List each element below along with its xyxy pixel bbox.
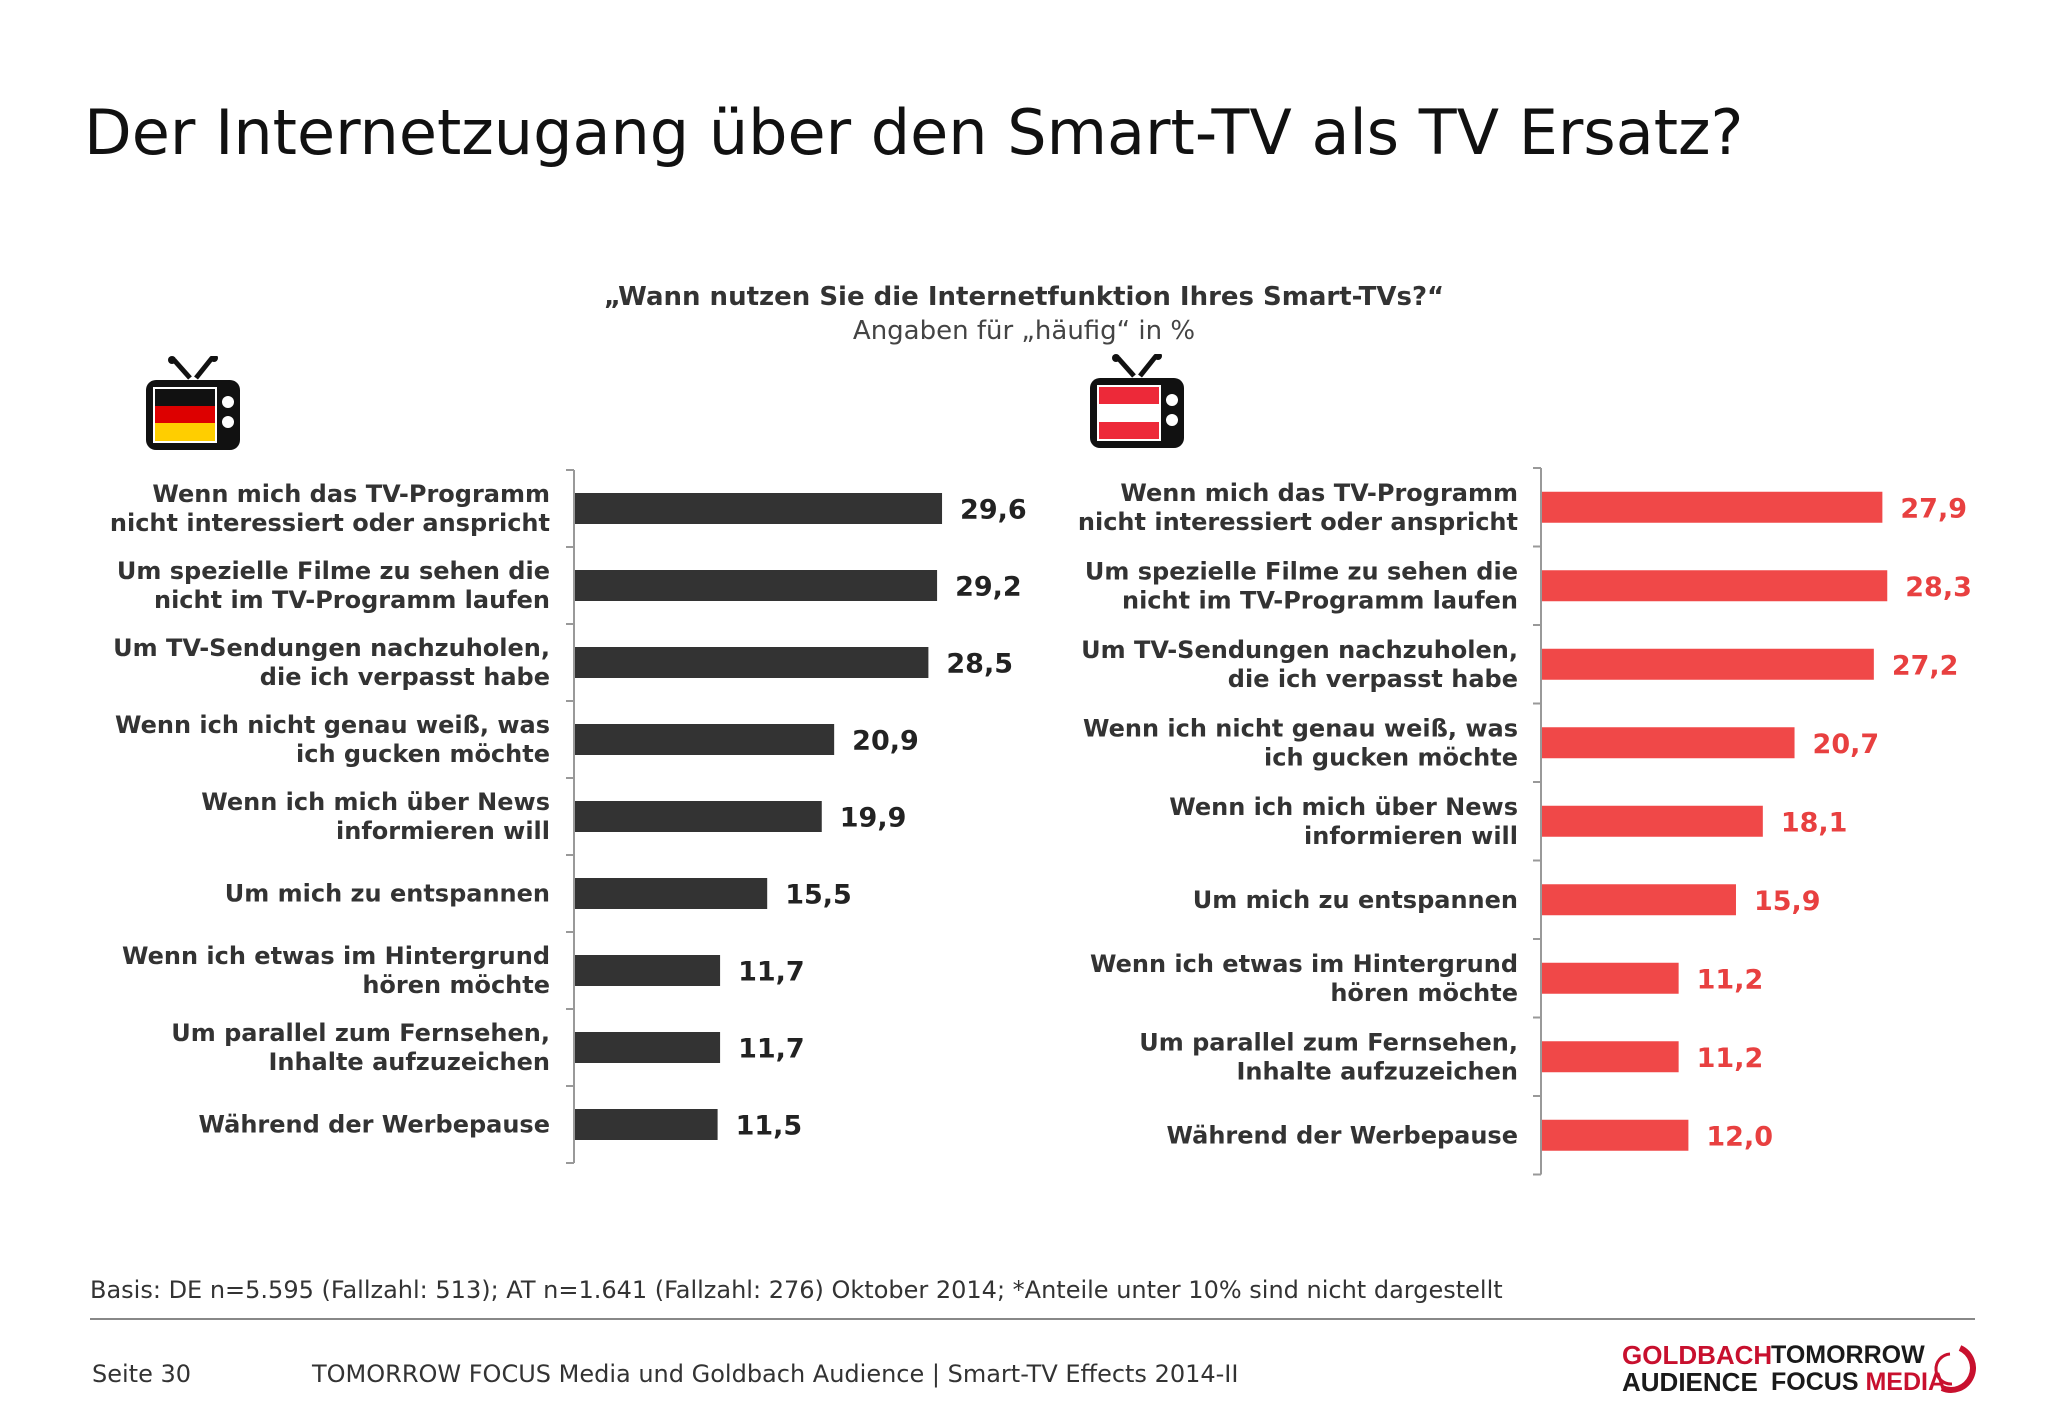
at-bar: [1542, 570, 1888, 602]
goldbach-audience-logo: GOLDBACH AUDIENCE: [1622, 1340, 1773, 1397]
de-category-label: Während der Werbepause: [199, 1111, 551, 1139]
de-category-label: Inhalte aufzuzeichen: [268, 1048, 550, 1076]
page-title: Der Internetzugang über den Smart-TV als…: [84, 96, 1744, 169]
at-category-label: Um parallel zum Fernsehen,: [1139, 1028, 1518, 1056]
at-category-label: Um TV-Sendungen nachzuholen,: [1081, 636, 1518, 664]
de-category-label: nicht im TV-Programm laufen: [154, 586, 550, 614]
footnote: Basis: DE n=5.595 (Fallzahl: 513); AT n=…: [90, 1276, 1503, 1304]
at-category-label: Wenn ich mich über News: [1169, 793, 1518, 821]
de-category-label: Wenn ich nicht genau weiß, was: [115, 711, 550, 739]
at-category-label: nicht im TV-Programm laufen: [1122, 586, 1518, 614]
at-value-label: 15,9: [1754, 886, 1821, 917]
de-category-label: hören möchte: [362, 971, 550, 999]
de-category-label: Um parallel zum Fernsehen,: [171, 1019, 550, 1047]
de-category-label: Um TV-Sendungen nachzuholen,: [113, 634, 550, 662]
at-value-label: 12,0: [1706, 1121, 1773, 1152]
tomorrow-focus-media-logo: TOMORROW FOCUS MEDIA: [1771, 1341, 1947, 1396]
at-category-label: informieren will: [1304, 822, 1518, 850]
at-bar: [1542, 491, 1883, 523]
at-category-label: Um spezielle Filme zu sehen die: [1085, 557, 1518, 585]
de-bar: [575, 570, 938, 601]
tomorrow-focus-ring-icon: [1934, 1345, 1976, 1393]
de-value-label: 20,9: [852, 726, 919, 757]
unit-note: Angaben für „häufig“ in %: [852, 316, 1196, 346]
de-bar: [575, 801, 822, 832]
de-bar: [575, 955, 721, 986]
at-category-label: ich gucken möchte: [1264, 743, 1518, 771]
tv-germany-flag-icon: [146, 356, 240, 450]
at-category-label: Inhalte aufzuzeichen: [1236, 1057, 1518, 1085]
de-value-label: 11,5: [736, 1111, 803, 1142]
at-bar: [1542, 648, 1874, 680]
at-category-label: Um mich zu entspannen: [1193, 886, 1518, 914]
de-category-label: nicht interessiert oder anspricht: [110, 509, 550, 537]
at-value-label: 28,3: [1905, 572, 1972, 603]
survey-question: „Wann nutzen Sie die Internetfunktion Ih…: [603, 282, 1445, 312]
de-category-label: Wenn ich mich über News: [201, 788, 550, 816]
at-value-label: 11,2: [1697, 964, 1764, 995]
at-category-label: Wenn ich etwas im Hintergrund: [1090, 950, 1518, 978]
de-bar: [575, 724, 835, 755]
de-bar: [575, 1109, 718, 1140]
at-bar: [1542, 805, 1763, 837]
at-bar: [1542, 962, 1679, 994]
at-bar: [1542, 1119, 1689, 1151]
at-category-label: nicht interessiert oder anspricht: [1078, 508, 1518, 536]
de-category-label: Um mich zu entspannen: [225, 880, 550, 908]
at-value-label: 20,7: [1813, 729, 1880, 760]
at-bar: [1542, 1041, 1679, 1073]
de-bar: [575, 878, 768, 909]
at-bar: [1542, 884, 1736, 916]
de-category-label: informieren will: [336, 817, 550, 845]
de-category-label: die ich verpasst habe: [260, 663, 550, 691]
de-category-label: Um spezielle Filme zu sehen die: [117, 557, 550, 585]
at-category-label: Während der Werbepause: [1167, 1121, 1519, 1149]
de-value-label: 28,5: [946, 649, 1013, 680]
de-value-label: 29,6: [960, 495, 1027, 526]
de-bar: [575, 647, 929, 678]
at-value-label: 18,1: [1781, 807, 1848, 838]
tv-austria-flag-icon: [1090, 354, 1184, 448]
footer-divider: [90, 1318, 1975, 1320]
footer-source: TOMORROW FOCUS Media und Goldbach Audien…: [312, 1360, 1239, 1388]
at-category-label: hören möchte: [1330, 979, 1518, 1007]
de-category-label: Wenn ich etwas im Hintergrund: [122, 942, 550, 970]
de-value-label: 15,5: [785, 880, 852, 911]
de-value-label: 29,2: [955, 572, 1022, 603]
at-category-label: Wenn mich das TV-Programm: [1120, 479, 1518, 507]
at-value-label: 27,9: [1900, 493, 1967, 524]
at-bar: [1542, 727, 1795, 759]
de-value-label: 11,7: [738, 957, 805, 988]
at-value-label: 11,2: [1697, 1043, 1764, 1074]
page-number: Seite 30: [92, 1360, 192, 1388]
de-category-label: Wenn mich das TV-Programm: [152, 480, 550, 508]
de-bar: [575, 1032, 721, 1063]
de-bar: [575, 493, 943, 524]
de-category-label: ich gucken möchte: [296, 740, 550, 768]
de-value-label: 19,9: [840, 803, 907, 834]
at-category-label: die ich verpasst habe: [1228, 665, 1518, 693]
at-value-label: 27,2: [1892, 650, 1959, 681]
de-value-label: 11,7: [738, 1034, 805, 1065]
at-category-label: Wenn ich nicht genau weiß, was: [1083, 714, 1518, 742]
